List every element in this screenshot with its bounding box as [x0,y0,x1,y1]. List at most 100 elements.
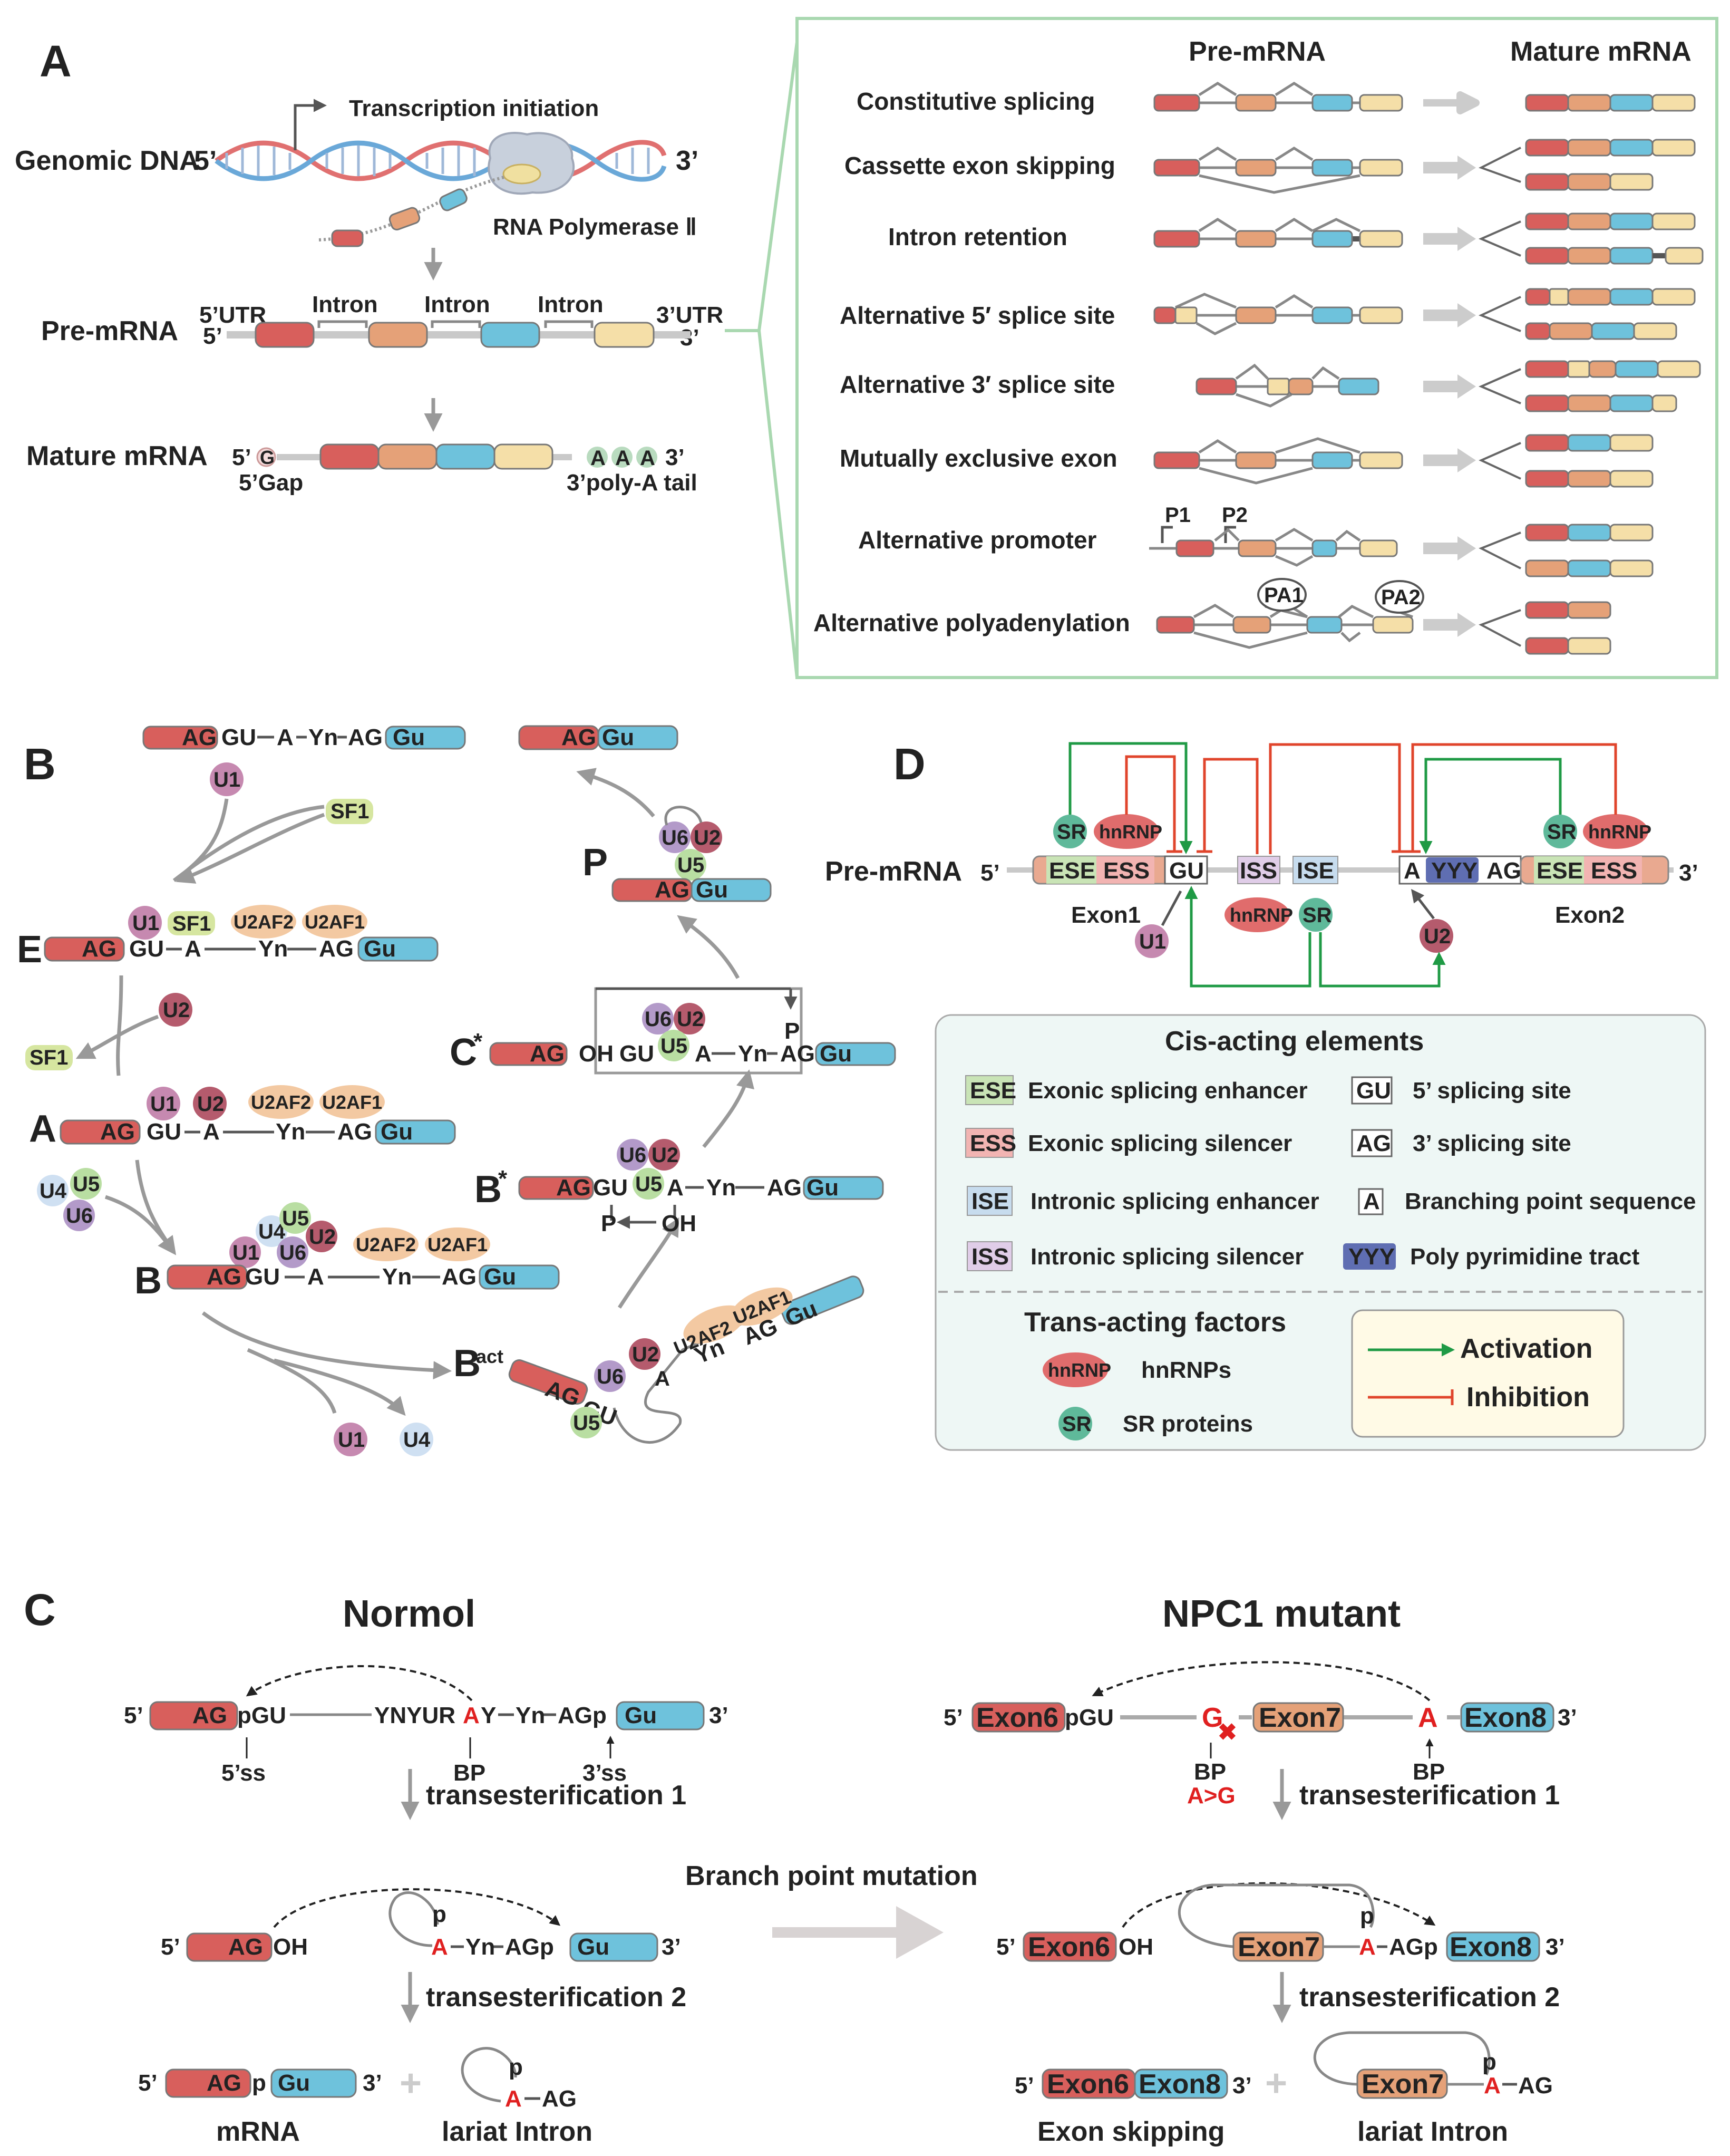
b-bs-a: A [667,1175,684,1201]
b-bact-u2: U2 [632,1343,659,1366]
b-a-gu-cap: Gu [381,1119,413,1145]
legend-text-a: Branching point sequence [1405,1188,1696,1214]
mature-exon-4 [493,443,553,470]
b-e-gu-cap: Gu [364,936,396,962]
c-n2-oh: OH [273,1934,308,1960]
c-n1-ag: AG [192,1703,227,1728]
premrna-exon-2 [368,322,428,348]
c-m2-agp: AGp [1389,1934,1438,1960]
b-bs-gu: GU [593,1175,628,1201]
event-label: Alternative polyadenylation [813,609,1130,636]
b-bs-ag: AG [556,1175,591,1201]
b-final-gu-cap: Gu [602,724,634,750]
legend-tag-ese: ESE [970,1078,1016,1104]
c-m2-a: A [1359,1934,1376,1960]
b-top-a: A [277,724,294,750]
utr5-label: 5’UTR [199,302,266,328]
header-mature-mrna: Mature mRNA [1510,36,1692,67]
b-cs-u6: U6 [645,1008,672,1031]
c-m1-bp1: BP [1194,1759,1226,1785]
d-exon2-ess: ESS [1591,858,1637,884]
polya-a-2: A [615,447,630,470]
b-b-u5: U5 [282,1207,309,1230]
c-m3-exon8: Exon8 [1139,2069,1221,2100]
dna-helix [215,140,667,182]
legend-text-yyy: Poly pyrimidine tract [1410,1244,1640,1270]
panel-a-label: A [40,36,72,86]
c-n2-five: 5’ [161,1934,180,1960]
b-bs-u5: U5 [635,1173,662,1196]
c-m2-exon6: Exon6 [1028,1932,1110,1962]
c-normal-title: Normol [343,1593,475,1635]
c-m-trans1: transesterification 1 [1299,1780,1560,1811]
event-label: Alternative 5′ splice site [840,302,1115,329]
b-cs-a: A [695,1041,712,1067]
b-e-a: A [184,936,201,962]
polya-a-3: A [640,447,655,470]
polya-label: 3’poly-A tail [567,470,697,496]
c-m1-five: 5’ [944,1705,963,1730]
c-m3-p: p [1482,2049,1496,2075]
b-a-gu: GU [147,1119,181,1145]
b-cs-p: P [784,1018,800,1044]
transcription-initiation-label: Transcription initiation [349,95,599,121]
b-u1-join: U1 [213,768,240,791]
b-b-yn: Yn [382,1264,412,1290]
legend-tag-yyy: YYY [1348,1244,1395,1270]
intron-label-1: Intron [312,292,378,317]
b-bs-yn: Yn [706,1175,736,1201]
constitutive-mature [1525,94,1696,112]
b-top-ag2: AG [348,724,383,750]
b-bs-oh: OH [662,1211,696,1236]
d-iss: ISS [1240,858,1277,884]
premrna-exon-4 [594,322,655,348]
b-b-ag: AG [207,1264,241,1290]
c-m3-skipping: Exon skipping [1037,2116,1224,2147]
legend-sr-proteins: SR proteins [1123,1411,1253,1437]
bact-complex [508,1275,864,1444]
legend-tag-a: A [1363,1188,1380,1214]
c-m-trans2: transesterification 2 [1299,1982,1560,2013]
splicing-types-box: Pre-mRNA Mature mRNA Constitutive splici… [795,17,1718,679]
c-m2-five: 5’ [996,1934,1016,1960]
c-n1-bp: BP [453,1760,485,1786]
c-m2-exon7: Exon7 [1238,1932,1320,1962]
c-m2-p: p [1360,1903,1374,1929]
c-n3-three: 3’ [363,2070,382,2096]
b-bs-ag2: AG [767,1175,802,1201]
b-stage-b: B [134,1260,162,1302]
b-final-ag: AG [561,724,596,750]
rna-polymerase-label: RNA Polymerase Ⅱ [493,214,697,240]
b-b-u2af1: U2AF1 [427,1234,488,1255]
b-u2-join: U2 [163,999,190,1022]
b-b-u2: U2 [309,1225,336,1249]
d-a: A [1404,858,1421,884]
premrna-exon-1 [255,322,315,348]
panel-b: B AG GU A Yn AG Gu U1 SF1 E U1 SF1 U2AF2… [17,724,896,1456]
legend-text-gu: 5’ splicing site [1413,1078,1571,1104]
legend-sr-circle: SR [1062,1413,1092,1436]
b-stage-bact: B [453,1342,481,1385]
cassette-premrna [1153,147,1403,194]
d-five: 5’ [980,860,1000,886]
b-bact-u5: U5 [573,1411,600,1435]
c-m3-plus: + [1265,2062,1287,2104]
mature-exon-3 [435,443,495,470]
b-top-ag: AG [182,724,217,750]
c-n-trans1: transesterification 1 [426,1780,686,1811]
b-b-u2af2: U2AF2 [356,1234,416,1255]
b-b-u1: U1 [232,1241,259,1264]
c-m3-five: 5’ [1015,2073,1034,2099]
b-e-gu: GU [129,936,164,962]
legend-tag-ess: ESS [970,1130,1016,1156]
d-sr-intron: SR [1303,904,1332,927]
b-sf1-leave: SF1 [30,1046,68,1069]
c-n2-three: 3’ [662,1934,681,1960]
intron-brackets [317,320,594,328]
c-m3-three: 3’ [1232,2073,1252,2099]
d-exon1-ese: ESE [1049,858,1095,884]
legend-hnrnps: hnRNPs [1141,1357,1231,1383]
c-n3-lariat-a: A [505,2086,522,2112]
dna-five-prime: 5’ [194,146,217,176]
